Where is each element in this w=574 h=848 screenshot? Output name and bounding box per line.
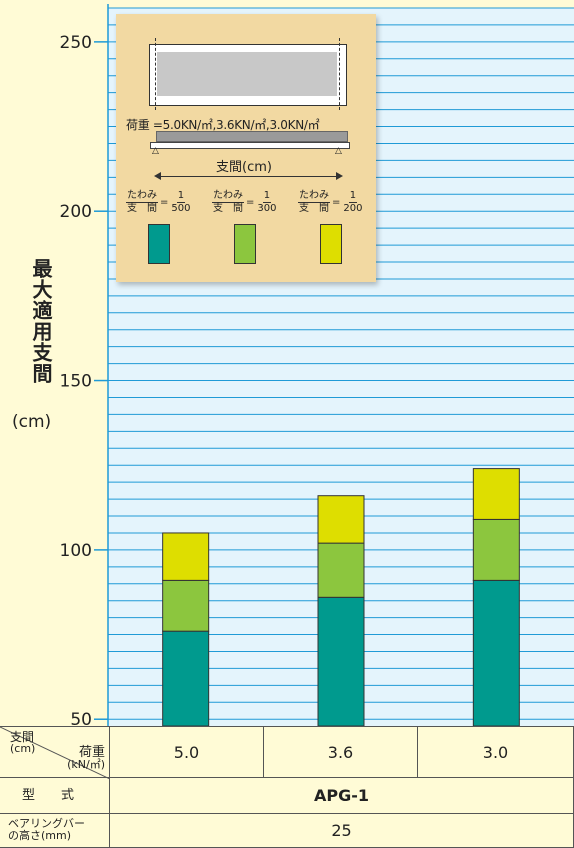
support-line-right bbox=[339, 38, 340, 110]
span-arrow-left-icon bbox=[154, 172, 161, 180]
frac-label-num: たわみ bbox=[298, 190, 330, 203]
span-label: 支間(cm) bbox=[216, 160, 272, 175]
y-axis-label: 最大適用支間 bbox=[29, 258, 53, 384]
bar-segment-3-cat-1 bbox=[162, 532, 210, 581]
bar-segment-1-cat-2 bbox=[317, 596, 365, 726]
frac-num: 1 bbox=[262, 190, 272, 203]
legend-fraction-2: たわみ支 間 = 1 300 bbox=[212, 190, 277, 215]
frac-label-den: 支 間 bbox=[299, 203, 329, 214]
bearing-bar-height-value: 25 bbox=[110, 814, 574, 848]
support-left-icon: △ bbox=[152, 146, 159, 156]
bearing-bar-height-label: ベアリングバー の高さ(mm) bbox=[0, 814, 110, 848]
support-right-icon: △ bbox=[335, 146, 342, 156]
y-tick-label: 250 bbox=[60, 33, 92, 53]
y-tick-label: 150 bbox=[60, 372, 92, 392]
bar-segment-2-cat-3 bbox=[472, 518, 520, 581]
legend-fraction-3: たわみ支 間 = 1 200 bbox=[298, 190, 363, 215]
load-cell-2: 3.6 bbox=[264, 726, 418, 778]
bar-segment-1-cat-3 bbox=[472, 579, 520, 726]
slab-plan-grating bbox=[157, 52, 337, 96]
y-tick-label: 200 bbox=[60, 202, 92, 222]
span-header-line2: (cm) bbox=[10, 742, 36, 755]
span-dimension-line bbox=[156, 176, 340, 177]
frac-eq: = bbox=[332, 197, 341, 208]
y-axis-unit: (cm) bbox=[12, 412, 52, 432]
load-cell-3: 3.0 bbox=[418, 726, 574, 778]
load-header-unit: (kN/㎡) bbox=[67, 758, 105, 771]
frac-den: 500 bbox=[171, 203, 191, 214]
load-text: 荷重 =5.0KN/㎡,3.6KN/㎡,3.0KN/㎡ bbox=[126, 118, 320, 132]
load-strip bbox=[156, 131, 348, 142]
bar-segment-2-cat-1 bbox=[162, 579, 210, 632]
frac-label-num: たわみ bbox=[126, 190, 158, 203]
load-cell-1: 5.0 bbox=[110, 726, 264, 778]
frac-den: 200 bbox=[343, 203, 363, 214]
bar-segment-2-cat-2 bbox=[317, 542, 365, 598]
y-tick-label: 100 bbox=[60, 541, 92, 561]
frac-label-num: たわみ bbox=[212, 190, 244, 203]
frac-label-den: 支 間 bbox=[127, 203, 157, 214]
legend-swatch-1-200 bbox=[320, 224, 342, 264]
legend-fraction-1: たわみ支 間 = 1 500 bbox=[126, 190, 191, 215]
model-label: 型 式 bbox=[0, 778, 110, 814]
support-line-left bbox=[155, 38, 156, 110]
beam bbox=[150, 142, 350, 149]
frac-den: 300 bbox=[257, 203, 277, 214]
legend-inset: 荷重 =5.0KN/㎡,3.6KN/㎡,3.0KN/㎡ △ △ 支間(cm) た… bbox=[116, 14, 376, 282]
span-arrow-right-icon bbox=[336, 172, 343, 180]
load-header: 荷重 (kN/㎡) bbox=[67, 745, 105, 771]
frac-label-den: 支 間 bbox=[213, 203, 243, 214]
spec-table: 支間 (cm) 荷重 (kN/㎡) 5.0 3.6 3.0 型 式 APG-1 … bbox=[0, 726, 574, 848]
frac-num: 1 bbox=[176, 190, 186, 203]
legend-swatch-1-500 bbox=[148, 224, 170, 264]
span-load-header: 支間 (cm) 荷重 (kN/㎡) bbox=[0, 726, 110, 779]
model-value: APG-1 bbox=[110, 778, 574, 814]
span-header-line1: 支間 bbox=[10, 730, 35, 744]
height-label-line1: ベアリングバー bbox=[8, 817, 85, 830]
span-header: 支間 (cm) bbox=[10, 731, 35, 755]
bar-segment-3-cat-2 bbox=[317, 495, 365, 544]
y-tick-label: 50 bbox=[70, 710, 92, 726]
frac-eq: = bbox=[160, 197, 169, 208]
frac-eq: = bbox=[246, 197, 255, 208]
load-header-label: 荷重 bbox=[78, 745, 105, 760]
bar-segment-3-cat-3 bbox=[472, 468, 520, 520]
bar-segment-1-cat-1 bbox=[162, 630, 210, 726]
frac-num: 1 bbox=[348, 190, 358, 203]
legend-swatch-1-300 bbox=[234, 224, 256, 264]
height-label-line2: の高さ(mm) bbox=[8, 829, 72, 842]
